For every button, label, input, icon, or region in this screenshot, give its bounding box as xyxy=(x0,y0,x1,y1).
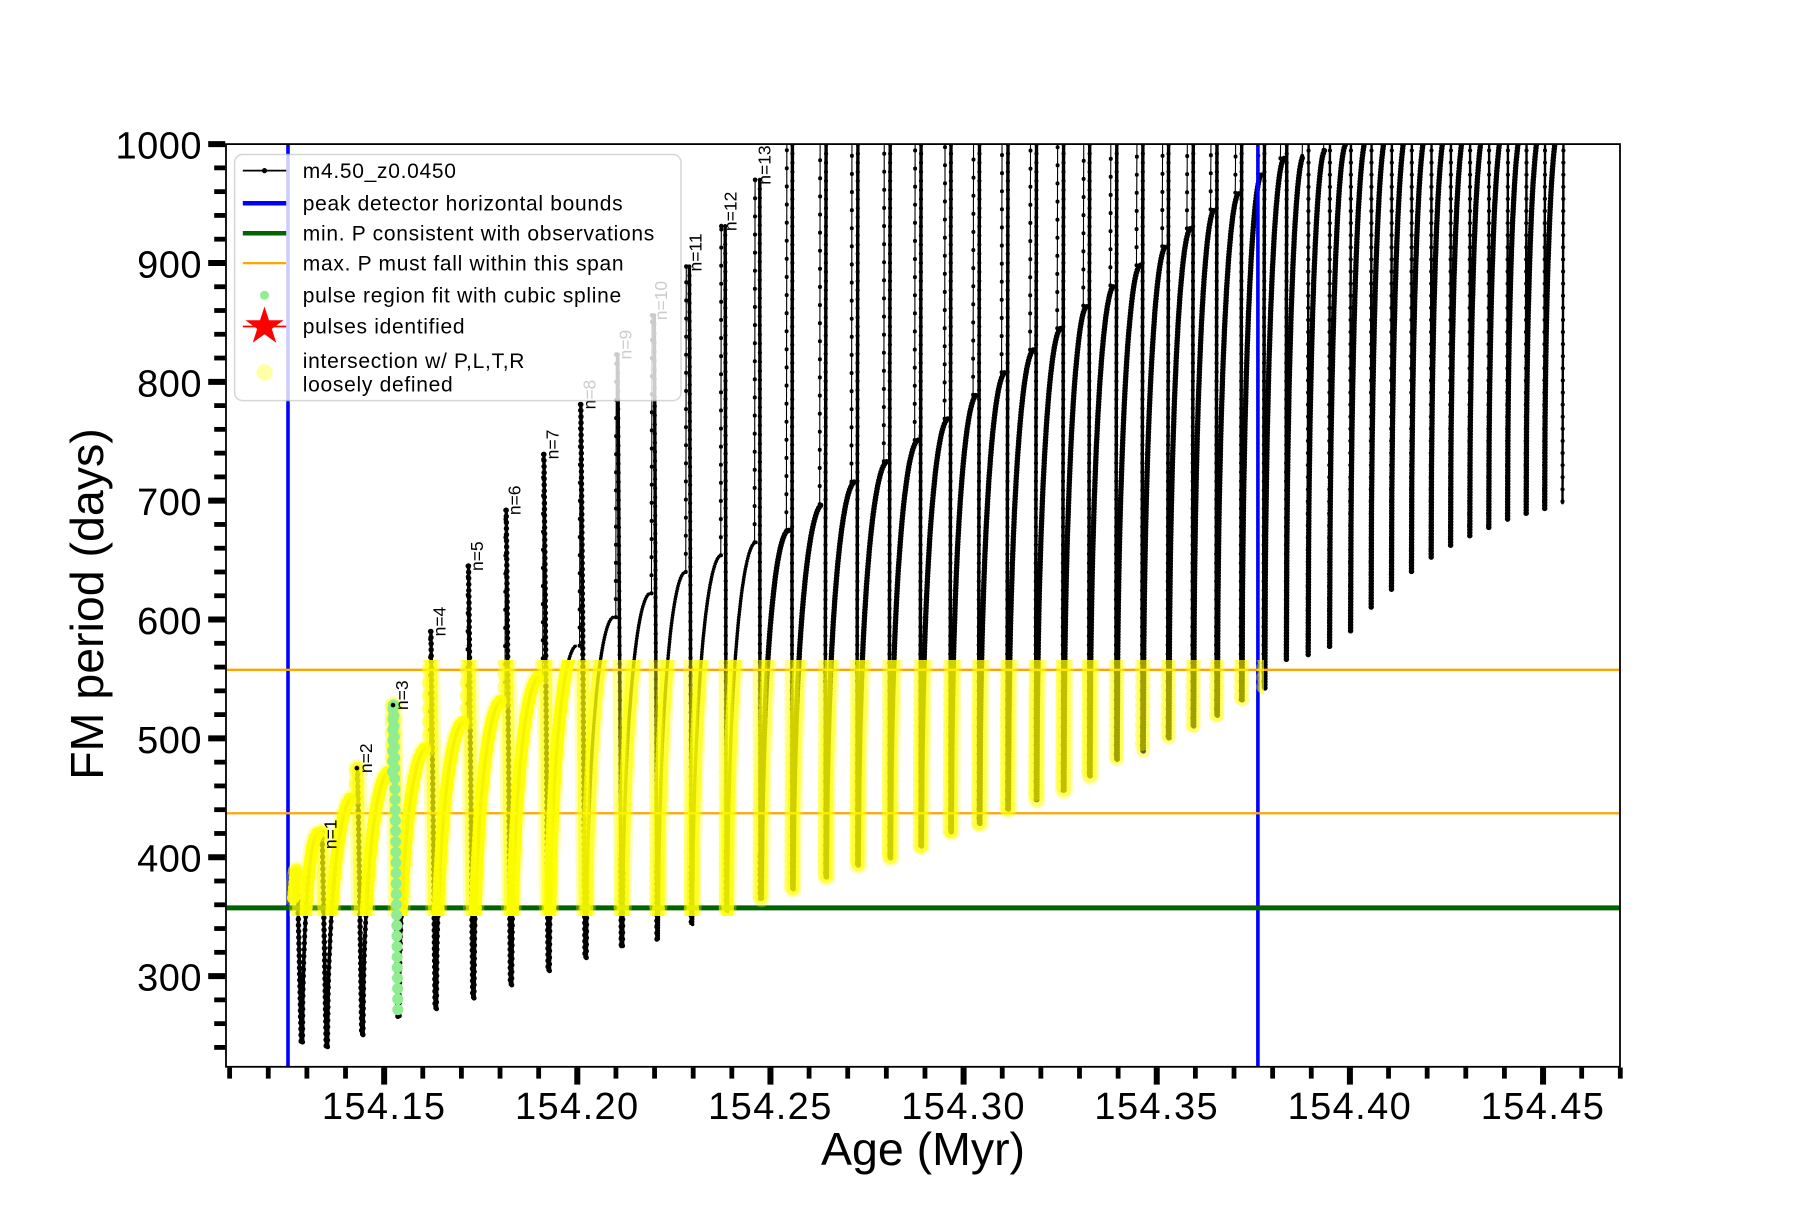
svg-text:154.45: 154.45 xyxy=(1481,1086,1606,1128)
svg-text:700: 700 xyxy=(137,482,202,524)
svg-text:max. P must fall within this s: max. P must fall within this span xyxy=(303,252,625,275)
svg-text:900: 900 xyxy=(137,244,202,286)
svg-text:n=5: n=5 xyxy=(467,541,487,571)
svg-text:loosely defined: loosely defined xyxy=(303,374,454,397)
svg-text:n=13: n=13 xyxy=(754,145,774,184)
svg-text:FM period (days): FM period (days) xyxy=(61,428,113,779)
svg-text:300: 300 xyxy=(137,958,202,1000)
svg-text:800: 800 xyxy=(137,363,202,405)
svg-text:pulse region fit with cubic sp: pulse region fit with cubic spline xyxy=(303,285,622,308)
svg-text:min. P consistent with observa: min. P consistent with observations xyxy=(303,222,655,245)
svg-text:n=12: n=12 xyxy=(721,192,741,231)
svg-text:500: 500 xyxy=(137,720,202,762)
svg-text:n=6: n=6 xyxy=(505,485,525,515)
svg-text:peak detector horizontal bound: peak detector horizontal bounds xyxy=(303,193,624,216)
svg-text:1000: 1000 xyxy=(115,126,202,168)
svg-text:intersection w/ P,L,T,R: intersection w/ P,L,T,R xyxy=(303,350,525,373)
svg-text:n=7: n=7 xyxy=(542,430,562,460)
svg-text:600: 600 xyxy=(137,601,202,643)
svg-text:n=2: n=2 xyxy=(356,743,376,773)
svg-text:154.25: 154.25 xyxy=(708,1086,833,1128)
svg-text:n=3: n=3 xyxy=(392,680,412,710)
svg-text:n=1: n=1 xyxy=(321,819,341,849)
svg-text:n=4: n=4 xyxy=(429,606,449,636)
svg-text:154.35: 154.35 xyxy=(1094,1086,1219,1128)
svg-text:400: 400 xyxy=(137,839,202,881)
svg-text:pulses identified: pulses identified xyxy=(303,316,466,339)
svg-text:154.15: 154.15 xyxy=(322,1086,447,1128)
svg-text:n=11: n=11 xyxy=(686,233,706,271)
svg-text:m4.50_z0.0450: m4.50_z0.0450 xyxy=(303,160,457,183)
svg-text:Age (Myr): Age (Myr) xyxy=(821,1123,1025,1175)
svg-text:154.20: 154.20 xyxy=(515,1086,640,1128)
svg-text:154.30: 154.30 xyxy=(901,1086,1026,1128)
svg-text:154.40: 154.40 xyxy=(1288,1086,1413,1128)
